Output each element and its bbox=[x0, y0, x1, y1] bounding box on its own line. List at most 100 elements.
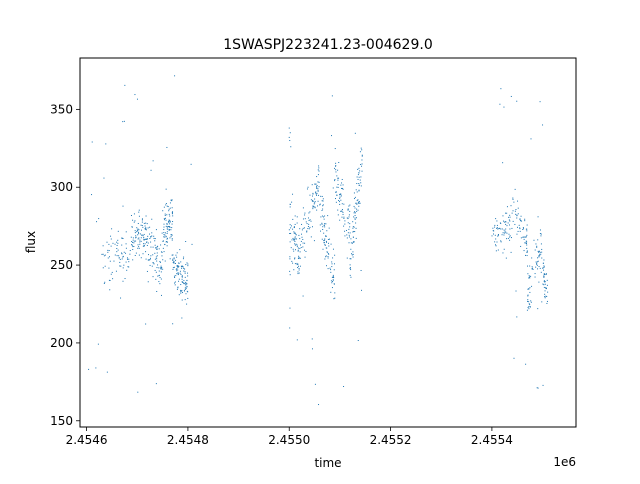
data-point bbox=[329, 267, 331, 269]
data-point bbox=[519, 218, 521, 220]
data-point bbox=[154, 258, 156, 260]
data-point bbox=[138, 215, 140, 217]
data-point bbox=[133, 242, 135, 244]
data-point bbox=[140, 237, 142, 239]
data-point bbox=[536, 261, 538, 263]
data-point bbox=[162, 210, 164, 212]
data-point bbox=[107, 249, 109, 251]
data-point bbox=[178, 278, 180, 280]
data-point bbox=[543, 286, 545, 288]
data-point bbox=[124, 84, 126, 86]
data-point bbox=[122, 121, 124, 123]
data-point bbox=[130, 214, 132, 216]
data-point bbox=[327, 256, 329, 258]
data-point bbox=[525, 240, 527, 242]
data-point bbox=[322, 205, 324, 207]
data-point bbox=[168, 221, 170, 223]
data-point bbox=[544, 281, 546, 282]
data-point bbox=[334, 254, 336, 256]
data-point bbox=[534, 273, 536, 275]
data-point bbox=[159, 283, 161, 285]
data-point bbox=[184, 272, 186, 274]
data-point bbox=[120, 265, 122, 267]
data-point bbox=[322, 198, 324, 200]
data-point bbox=[163, 226, 165, 228]
data-point bbox=[186, 280, 188, 282]
data-point bbox=[351, 254, 353, 256]
x-tick-label: 2.4554 bbox=[471, 433, 513, 447]
data-point bbox=[497, 234, 499, 235]
data-point bbox=[503, 248, 505, 250]
data-point bbox=[166, 238, 168, 240]
data-point bbox=[115, 270, 117, 272]
data-point bbox=[103, 255, 105, 257]
data-point bbox=[495, 218, 497, 220]
data-point bbox=[183, 283, 185, 285]
data-point bbox=[312, 205, 314, 207]
data-point bbox=[110, 245, 112, 247]
data-point bbox=[524, 220, 526, 222]
data-point bbox=[137, 391, 139, 393]
data-point bbox=[318, 167, 320, 169]
data-point bbox=[137, 234, 139, 236]
data-point bbox=[133, 221, 135, 223]
data-point bbox=[527, 294, 529, 296]
data-point bbox=[166, 146, 168, 148]
data-point bbox=[344, 235, 346, 237]
data-point bbox=[153, 237, 155, 239]
data-point bbox=[304, 214, 306, 216]
data-point bbox=[298, 258, 300, 260]
data-point bbox=[156, 260, 158, 262]
data-point bbox=[308, 220, 310, 222]
data-point bbox=[320, 195, 322, 197]
data-point bbox=[295, 249, 296, 251]
data-point bbox=[547, 291, 549, 293]
data-point bbox=[179, 249, 181, 251]
data-point bbox=[149, 259, 151, 261]
data-point bbox=[171, 212, 173, 214]
data-point bbox=[144, 238, 146, 240]
data-point bbox=[328, 245, 330, 247]
data-point bbox=[327, 215, 329, 217]
data-point bbox=[539, 267, 541, 269]
data-point bbox=[182, 292, 184, 294]
data-point bbox=[304, 256, 306, 258]
data-point bbox=[156, 267, 158, 269]
data-point bbox=[174, 277, 176, 278]
data-point bbox=[123, 251, 125, 253]
data-point bbox=[183, 280, 185, 282]
data-point bbox=[516, 316, 518, 318]
data-point bbox=[325, 255, 327, 257]
data-point bbox=[295, 233, 297, 235]
data-point bbox=[169, 215, 171, 217]
data-point bbox=[529, 291, 531, 293]
data-point bbox=[125, 231, 127, 233]
data-point bbox=[139, 241, 141, 243]
data-point bbox=[519, 227, 521, 229]
x-tick-label: 2.4552 bbox=[370, 433, 412, 447]
data-point bbox=[145, 238, 147, 240]
data-point bbox=[360, 269, 362, 271]
data-point bbox=[152, 254, 154, 256]
data-point bbox=[353, 230, 355, 232]
data-point bbox=[315, 192, 317, 194]
data-point bbox=[181, 267, 183, 269]
data-point bbox=[305, 221, 307, 223]
data-point bbox=[313, 203, 315, 205]
data-point bbox=[517, 207, 519, 209]
data-point bbox=[292, 248, 294, 250]
data-point bbox=[181, 265, 183, 267]
data-point bbox=[335, 171, 337, 173]
data-point bbox=[332, 274, 334, 276]
data-point bbox=[184, 283, 186, 285]
data-point bbox=[509, 236, 511, 238]
data-point bbox=[155, 256, 157, 258]
data-point bbox=[289, 132, 291, 134]
data-point bbox=[351, 242, 353, 244]
data-point bbox=[181, 281, 183, 283]
data-point bbox=[142, 235, 144, 237]
data-point bbox=[293, 232, 295, 234]
data-point bbox=[135, 235, 137, 237]
data-point bbox=[306, 223, 308, 225]
data-point bbox=[310, 220, 312, 222]
